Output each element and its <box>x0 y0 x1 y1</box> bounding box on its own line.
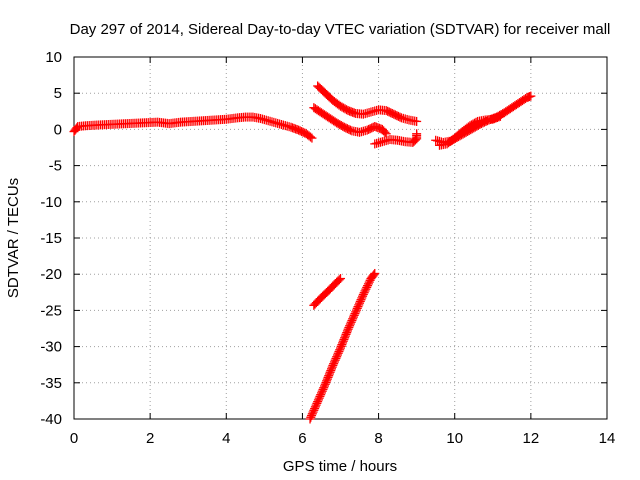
data-point <box>306 132 316 142</box>
y-tick-label: 0 <box>54 121 62 138</box>
y-tick-label: -15 <box>40 230 62 247</box>
y-tick-label: -30 <box>40 339 62 356</box>
y-tick-label: 5 <box>54 85 62 102</box>
y-tick-label: -20 <box>40 266 62 283</box>
x-axis-label: GPS time / hours <box>283 458 397 475</box>
plot-frame <box>73 56 608 420</box>
data-point <box>412 116 422 126</box>
data-point <box>412 129 422 139</box>
grid-lines <box>74 57 607 419</box>
y-tick-label: -25 <box>40 302 62 319</box>
data-point <box>495 111 505 121</box>
y-tick-label: -35 <box>40 375 62 392</box>
x-tick-label: 2 <box>146 430 154 447</box>
data-points <box>69 81 536 424</box>
data-point <box>526 91 536 101</box>
y-tick-label: -5 <box>49 158 62 175</box>
data-point <box>369 270 379 280</box>
data-point <box>334 275 344 285</box>
y-tick-label: -10 <box>40 194 62 211</box>
data-point <box>307 133 317 143</box>
x-tick-label: 4 <box>222 430 230 447</box>
x-tick-label: 6 <box>298 430 306 447</box>
y-axis-label: SDTVAR / TECUs <box>5 178 22 298</box>
data-point <box>380 127 390 137</box>
x-tick-label: 14 <box>599 430 616 447</box>
axis-ticks: 0 2 4 6 8 10 12 14 10 5 0 -5 -10 -15 -20 -25 -30 -35 -40 <box>40 49 615 447</box>
chart-title: Day 297 of 2014, Sidereal Day-to-day VTE… <box>70 21 611 38</box>
y-tick-label: -40 <box>40 411 62 428</box>
y-tick-label: 10 <box>45 49 62 66</box>
data-point <box>370 268 380 278</box>
x-tick-label: 10 <box>446 430 463 447</box>
data-point <box>336 274 345 284</box>
x-tick-label: 0 <box>70 430 78 447</box>
x-tick-label: 8 <box>374 430 382 447</box>
x-tick-label: 12 <box>523 430 540 447</box>
